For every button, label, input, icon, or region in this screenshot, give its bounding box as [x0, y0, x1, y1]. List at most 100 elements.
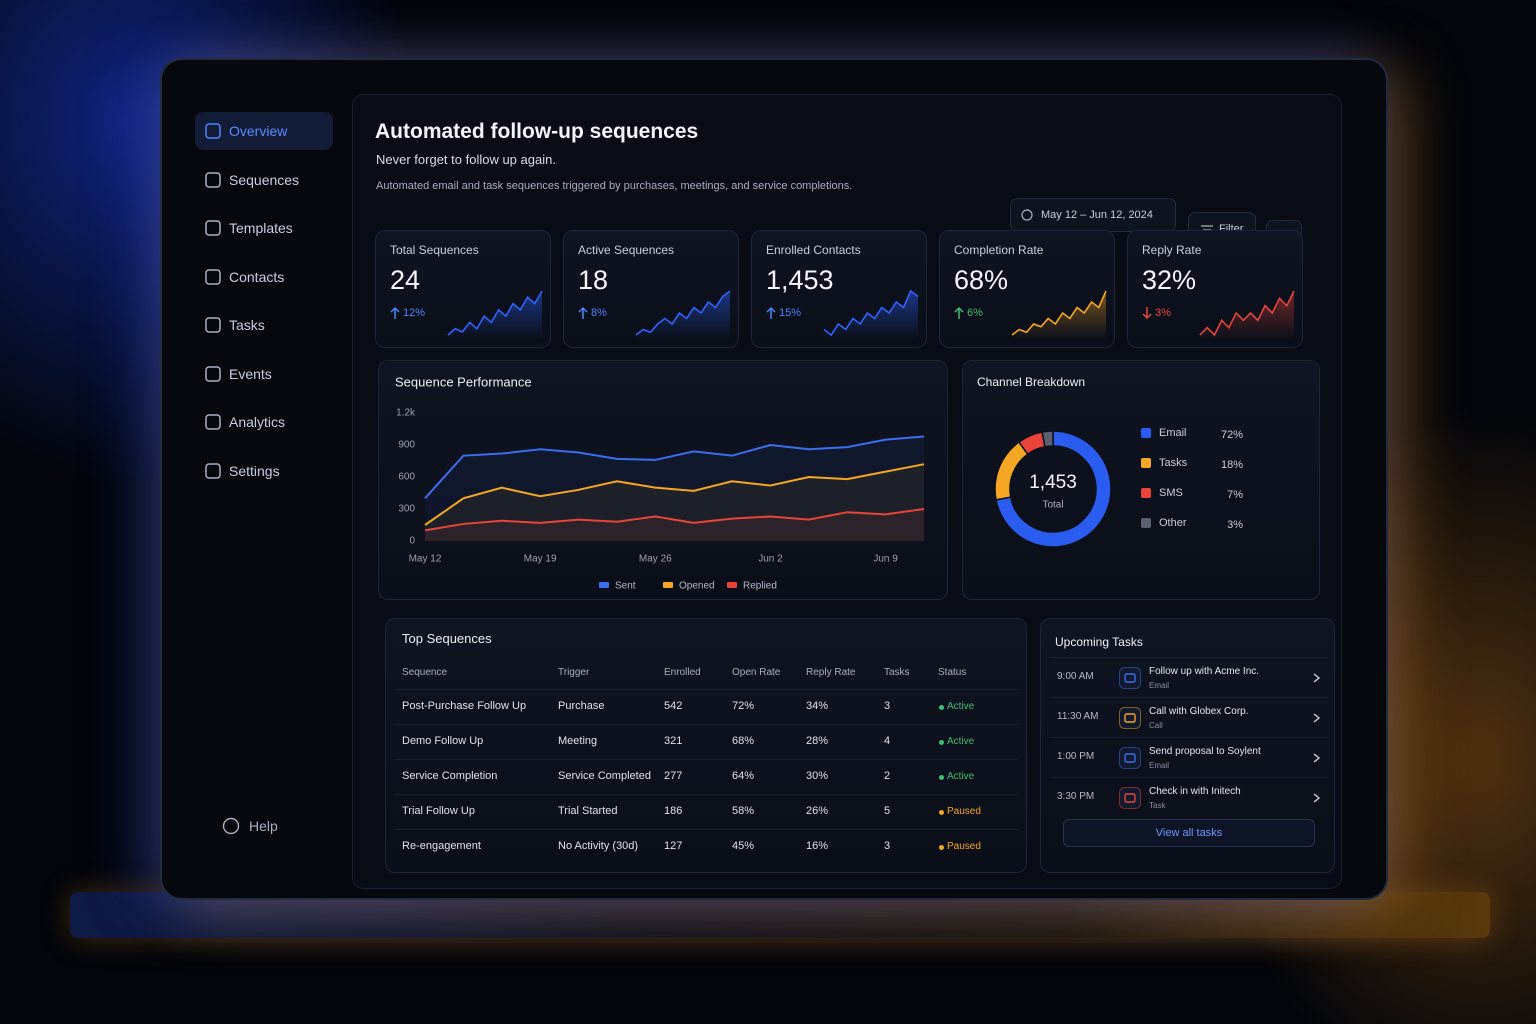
table-row[interactable]: Demo Follow Up Meeting 321 68% 28% 4 Active [394, 724, 1018, 760]
icon-shape [205, 317, 221, 333]
column-header: Trigger [558, 667, 590, 678]
table-row[interactable]: Post-Purchase Follow Up Purchase 542 72% 34%… [394, 689, 1018, 725]
nav-icon [205, 123, 221, 139]
column-header: Enrolled [664, 667, 701, 678]
nav-item[interactable]: Templates [195, 209, 333, 247]
sparkline-area [1200, 291, 1294, 339]
legend-value: 7% [1227, 489, 1243, 501]
legend-label: Sent [615, 581, 636, 592]
kpi-change: 12% [403, 307, 426, 319]
x-tick-label: Jun 2 [758, 554, 783, 565]
sparkline-area [636, 291, 730, 339]
nav-icon [205, 220, 221, 236]
task-row[interactable]: 9:00 AM Follow up with Acme Inc. Email [1049, 657, 1328, 698]
legend-label: Email [1159, 427, 1187, 439]
dot-shape [939, 810, 944, 815]
icon-shape [1119, 787, 1141, 809]
nav-icon [205, 365, 221, 382]
task-type: Task [1149, 801, 1166, 810]
column-header: Reply Rate [806, 667, 856, 678]
table-cell: 542 [664, 700, 683, 712]
nav-label: Settings [229, 462, 280, 479]
series-line [424, 508, 925, 532]
nav-item[interactable]: Events [195, 355, 333, 393]
nav-item[interactable]: Analytics [195, 403, 333, 441]
task-time: 9:00 AM [1057, 671, 1094, 682]
x-tick-label: May 19 [524, 554, 557, 565]
kpi-card: Reply Rate 32% 3% [1127, 230, 1303, 348]
icon-shape [205, 123, 221, 139]
x-tick-label: May 12 [409, 554, 442, 565]
task-time: 3:30 PM [1057, 791, 1095, 802]
task-row[interactable]: 11:30 AM Call with Globex Corp. Call [1049, 697, 1328, 738]
calendar-icon [1021, 209, 1033, 221]
table-cell: 321 [664, 735, 683, 747]
table-cell: 3 [884, 700, 891, 712]
task-row[interactable]: 1:00 PM Send proposal to Soylent Email [1049, 737, 1328, 778]
status-dot [939, 845, 944, 850]
arrow-shape [1142, 307, 1152, 320]
nav-label: Sequences [229, 171, 300, 188]
nav-item[interactable]: Sequences [195, 161, 333, 199]
chevron-shape [1313, 713, 1321, 723]
kpi-card: Enrolled Contacts 1,453 15% [751, 230, 927, 348]
status-label: Active [947, 701, 975, 712]
legend-value: 18% [1221, 459, 1243, 471]
arrow-shape [766, 306, 776, 319]
table-cell: No Activity (30d) [558, 840, 639, 852]
nav-label: Templates [229, 220, 293, 236]
kpi-label: Reply Rate [1142, 243, 1202, 257]
series-area [425, 509, 924, 541]
view-all-button[interactable]: View all tasks [1063, 819, 1315, 847]
chart-title: Channel Breakdown [977, 375, 1085, 389]
nav-item[interactable]: Tasks [195, 306, 333, 344]
channel-panel: Channel Breakdown Email 72% Tasks 18% SMS 7% Ot… [962, 360, 1320, 600]
dot-shape [939, 845, 944, 850]
task-type: Email [1149, 761, 1170, 770]
trend-arrow [954, 306, 964, 319]
task-icon [1119, 667, 1141, 689]
kpi-change: 15% [779, 307, 802, 319]
line-chart: Sequence Performance 0 300 600 900 1.2k May 12… [395, 374, 925, 592]
sparkline-area [1012, 291, 1106, 339]
table-row[interactable]: Service Completion Service Completed 277 64… [394, 759, 1018, 795]
legend-swatch [727, 582, 737, 588]
sparkline [635, 290, 731, 339]
table-row[interactable]: Re-engagement No Activity (30d) 127 45% 16% 3… [394, 829, 1018, 865]
table-cell: 30% [806, 770, 829, 782]
donut-chart: Channel Breakdown Email 72% Tasks 18% SMS 7% Ot… [977, 375, 1243, 548]
table-title: Top Sequences [402, 631, 492, 646]
nav-item[interactable]: Overview [195, 112, 333, 150]
help-link[interactable]: Help [222, 815, 302, 837]
chevron-shape [1313, 793, 1321, 803]
icon-glyph [1124, 793, 1136, 803]
nav-item[interactable]: Settings [195, 452, 333, 490]
nav-item[interactable]: Contacts [195, 258, 333, 296]
task-type: Call [1149, 721, 1163, 730]
table-cell: 16% [806, 840, 829, 852]
table-cell: 68% [732, 735, 755, 747]
donut-segment [995, 430, 1112, 548]
nav-label: Events [229, 365, 272, 382]
task-row[interactable]: 3:30 PM Check in with Initech Task [1049, 777, 1328, 818]
legend-label: SMS [1159, 487, 1183, 499]
nav-icon [205, 268, 221, 285]
status-label: Paused [947, 841, 981, 852]
task-type: Email [1149, 681, 1170, 690]
help-icon [222, 817, 240, 835]
column-header: Sequence [402, 667, 448, 678]
icon-shape [205, 268, 221, 285]
icon-shape [205, 220, 221, 236]
sparkline-line [1199, 290, 1295, 337]
nav-label: Contacts [229, 268, 285, 285]
date-range-picker[interactable]: May 12 – Jun 12, 2024 [1010, 198, 1176, 232]
kpi-value: 68% [954, 265, 1009, 295]
table-row[interactable]: Trial Follow Up Trial Started 186 58% 26% 5 Pa… [394, 794, 1018, 830]
nav-label: Analytics [229, 414, 286, 430]
table-cell: 186 [664, 805, 683, 817]
date-range-text: May 12 – Jun 12, 2024 [1041, 209, 1153, 221]
page-subtitle: Never forget to follow up again. [376, 152, 556, 167]
column-header: Open Rate [732, 667, 781, 678]
nav-label: Overview [229, 123, 288, 139]
donut-center-value: 1,453 [1029, 472, 1077, 493]
